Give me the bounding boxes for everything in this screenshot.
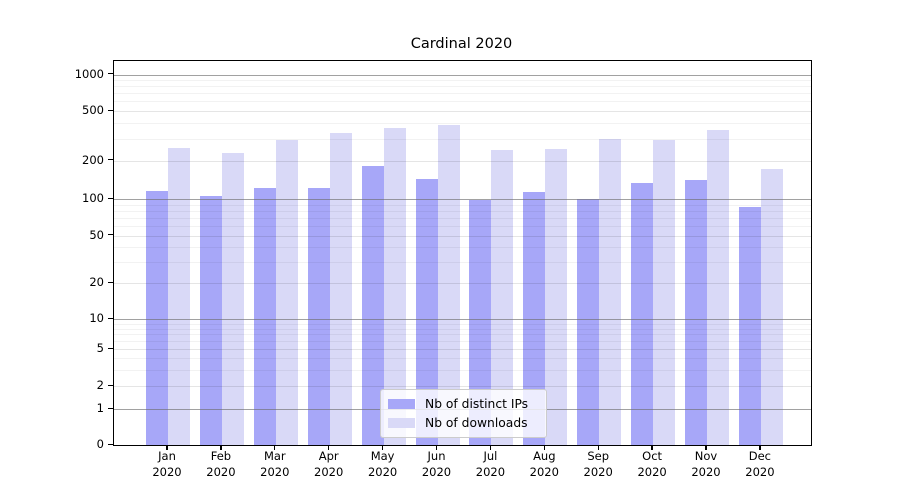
x-tick-label-mar: Mar 2020 (260, 449, 290, 479)
y-tick-mark-2 (108, 384, 113, 386)
bar-downloads-dec (760, 168, 783, 445)
gridline-600 (114, 101, 811, 103)
x-tick-label-jun: Jun 2020 (421, 449, 452, 479)
x-tick-mark-aug (543, 445, 545, 450)
y-tick-mark-1 (108, 407, 113, 409)
y-tick-label-1: 1 (96, 401, 104, 415)
x-tick-label-dec: Dec 2020 (745, 449, 775, 479)
x-tick-label-jan: Jan 2020 (152, 449, 182, 479)
legend-item-downloads: Nb of downloads (388, 416, 540, 430)
x-tick-label-feb: Feb 2020 (206, 449, 236, 479)
chart-title: Cardinal 2020 (410, 36, 513, 52)
gridline-1000 (114, 74, 811, 76)
bar-distinct-ips-dec (738, 206, 761, 445)
plot-area: Nb of distinct IPs Nb of downloads (113, 60, 812, 446)
gridline-800 (114, 86, 811, 88)
y-tick-mark-0 (108, 443, 113, 445)
legend-label-distinct-ips: Nb of distinct IPs (425, 397, 529, 411)
x-tick-mark-feb (220, 445, 222, 450)
x-tick-mark-dec (759, 445, 761, 450)
bar-distinct-ips-jan (146, 190, 168, 445)
y-tick-mark-20 (108, 281, 113, 283)
y-tick-label-2: 2 (96, 378, 104, 392)
y-tick-label-20: 20 (89, 275, 104, 289)
y-tick-mark-500 (108, 109, 113, 111)
x-tick-label-apr: Apr 2020 (314, 449, 344, 479)
legend-swatch-downloads (388, 417, 415, 429)
y-tick-label-0: 0 (96, 437, 104, 451)
y-tick-label-1000: 1000 (74, 66, 104, 81)
bar-downloads-oct (653, 139, 676, 445)
x-tick-label-may: May 2020 (367, 449, 398, 479)
bar-distinct-ips-apr (307, 188, 330, 445)
x-tick-label-nov: Nov 2020 (691, 449, 721, 479)
y-tick-label-500: 500 (82, 103, 104, 117)
bar-downloads-may (383, 128, 406, 445)
x-tick-label-oct: Oct 2020 (637, 449, 667, 479)
x-tick-label-jul: Jul 2020 (475, 449, 506, 479)
y-tick-label-10: 10 (89, 311, 104, 325)
y-tick-mark-5 (108, 347, 113, 349)
bar-distinct-ips-mar (253, 187, 276, 445)
bar-distinct-ips-jun (415, 179, 438, 445)
y-tick-mark-50 (108, 234, 113, 236)
bar-distinct-ips-feb (199, 195, 222, 445)
x-tick-mark-nov (705, 445, 707, 450)
bar-downloads-jul (491, 149, 514, 445)
legend-label-downloads: Nb of downloads (425, 416, 528, 430)
bar-downloads-aug (545, 148, 568, 445)
gridline-900 (114, 80, 811, 82)
x-tick-label-sep: Sep 2020 (583, 449, 613, 479)
x-tick-mark-mar (274, 445, 276, 450)
gridline-700 (114, 93, 811, 95)
bar-distinct-ips-aug (523, 191, 546, 445)
bar-distinct-ips-may (361, 166, 384, 445)
x-tick-mark-jun (435, 445, 438, 450)
bar-downloads-jun (437, 125, 460, 445)
x-tick-mark-sep (597, 445, 599, 450)
y-tick-label-5: 5 (96, 341, 104, 355)
y-tick-label-200: 200 (82, 152, 104, 167)
x-tick-mark-may (381, 445, 384, 450)
bar-downloads-feb (221, 153, 244, 445)
bar-downloads-mar (275, 139, 298, 445)
y-tick-mark-1000 (108, 73, 113, 75)
y-tick-mark-100 (108, 197, 113, 199)
bar-downloads-jan (168, 147, 190, 445)
x-tick-label-aug: Aug 2020 (529, 449, 559, 479)
y-tick-label-100: 100 (82, 191, 104, 205)
y-tick-mark-200 (108, 159, 113, 161)
x-tick-mark-apr (328, 445, 330, 450)
x-tick-mark-jan (166, 445, 168, 450)
bar-distinct-ips-jul (469, 200, 492, 445)
x-tick-mark-jul (489, 445, 492, 450)
bar-distinct-ips-nov (685, 180, 707, 445)
y-tick-label-50: 50 (89, 227, 104, 242)
bar-downloads-apr (329, 133, 352, 445)
gridline-500 (114, 111, 811, 112)
legend-item-distinct-ips: Nb of distinct IPs (388, 397, 540, 411)
bar-downloads-nov (707, 130, 729, 445)
bar-distinct-ips-oct (631, 182, 654, 445)
gridline-400 (114, 123, 811, 125)
bar-downloads-sep (599, 138, 622, 445)
y-tick-mark-10 (108, 317, 113, 319)
bar-distinct-ips-sep (577, 199, 600, 445)
x-tick-mark-oct (651, 445, 653, 450)
legend-swatch-distinct-ips (388, 398, 415, 410)
legend: Nb of distinct IPs Nb of downloads (380, 389, 547, 438)
